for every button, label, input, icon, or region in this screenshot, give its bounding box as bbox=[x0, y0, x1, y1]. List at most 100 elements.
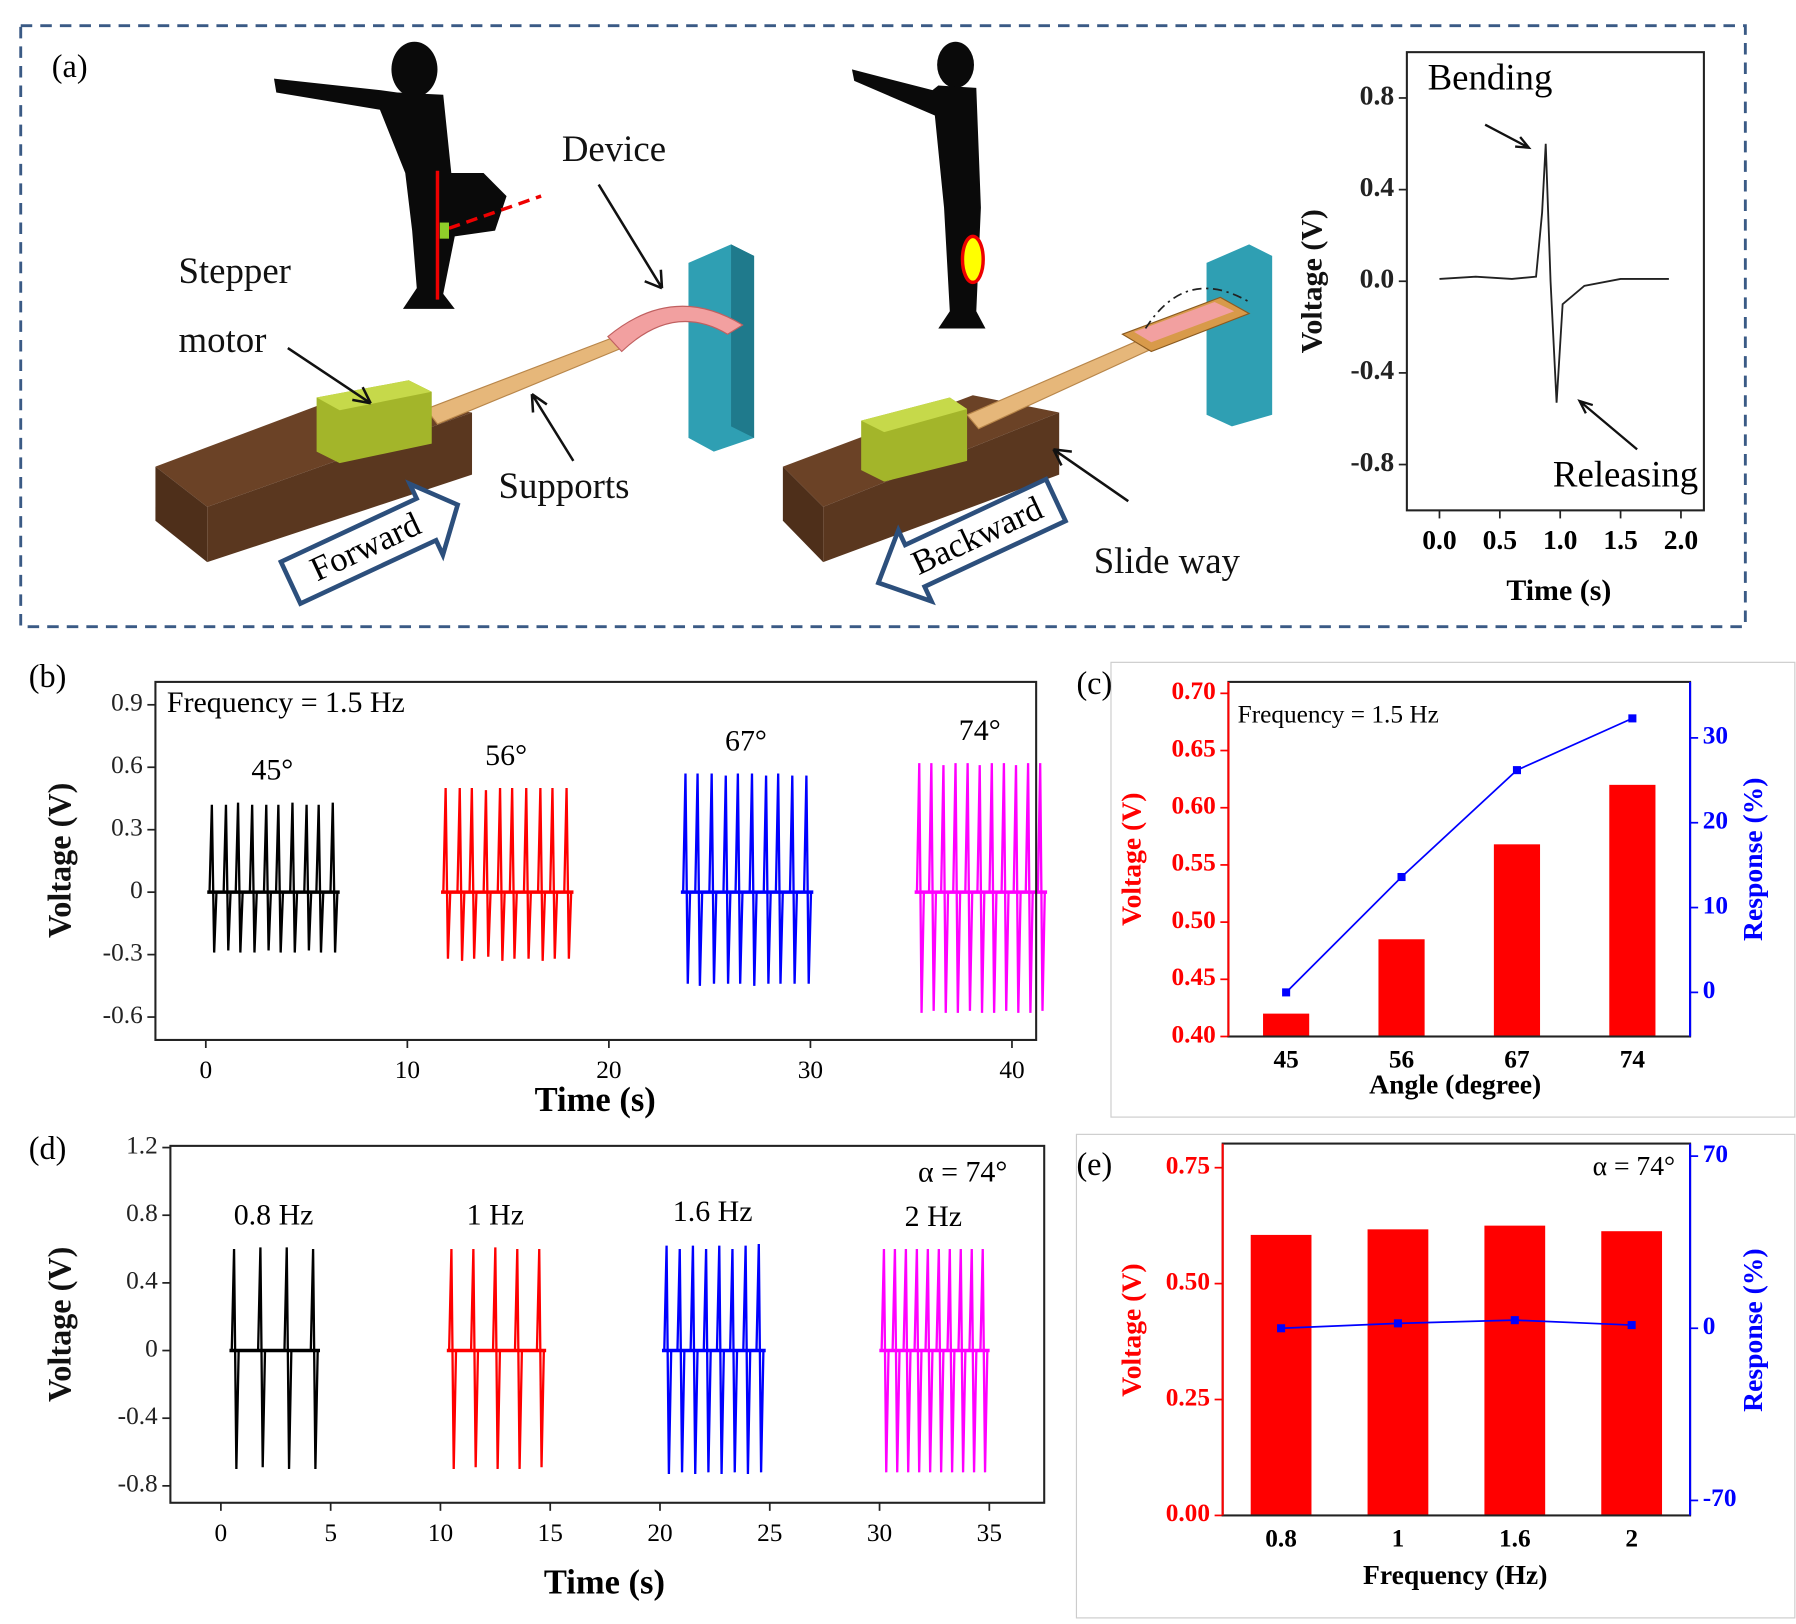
pulse bbox=[880, 1249, 890, 1473]
y-tick-label: 0.45 bbox=[1171, 963, 1215, 991]
x-tick-label: 56 bbox=[1389, 1046, 1414, 1074]
pulse bbox=[663, 1245, 673, 1475]
pulse bbox=[748, 773, 758, 986]
x-tick-label: 40 bbox=[999, 1056, 1024, 1084]
y2-tick-label: 0 bbox=[1703, 1312, 1716, 1340]
pulse bbox=[708, 773, 718, 984]
y-tick-label: 0.50 bbox=[1166, 1267, 1210, 1295]
y-tick-label: 0.50 bbox=[1171, 906, 1215, 934]
response-marker bbox=[1397, 872, 1406, 882]
panel-label: (a) bbox=[52, 48, 88, 84]
pulse bbox=[734, 773, 744, 984]
pulse bbox=[1012, 765, 1022, 1013]
y2-axis-label: Response (%) bbox=[1737, 777, 1768, 940]
pulse bbox=[262, 804, 273, 951]
apparatus-forward bbox=[155, 244, 755, 563]
bar bbox=[1367, 1229, 1429, 1516]
plot-frame bbox=[169, 1144, 1046, 1504]
device-spot bbox=[439, 222, 449, 239]
y-tick-label: 0.8 bbox=[126, 1199, 158, 1227]
annotation-arrow bbox=[1577, 399, 1638, 451]
y-tick-label: 0.9 bbox=[111, 689, 143, 717]
y-tick-label: 0.75 bbox=[1166, 1151, 1210, 1179]
x-tick-label: 5 bbox=[324, 1519, 337, 1547]
response-line bbox=[1281, 1319, 1632, 1330]
pulse bbox=[939, 765, 950, 1013]
y-tick-label: -0.8 bbox=[118, 1470, 158, 1498]
x-tick-label: 1.5 bbox=[1603, 524, 1638, 555]
pulse bbox=[952, 763, 962, 1013]
x-tick-label: 1.0 bbox=[1543, 524, 1578, 555]
bar bbox=[1263, 1013, 1310, 1037]
y-tick-label: 0.60 bbox=[1171, 792, 1215, 820]
pulse bbox=[230, 1249, 240, 1469]
x-tick-label: 1 bbox=[1392, 1525, 1405, 1553]
x-tick-label: 20 bbox=[596, 1056, 621, 1084]
x-tick-label: 10 bbox=[395, 1056, 420, 1084]
x-tick-label: 1.6 bbox=[1499, 1525, 1531, 1553]
squat-silhouette bbox=[274, 41, 507, 309]
pulse bbox=[915, 763, 926, 1013]
y-tick-label: 0.8 bbox=[1360, 79, 1395, 110]
response-marker bbox=[1282, 988, 1291, 997]
x-axis-label: Frequency (Hz) bbox=[1363, 1559, 1547, 1590]
device-spot bbox=[960, 234, 985, 285]
x-tick-label: 0 bbox=[199, 1056, 212, 1084]
x-axis-label: Time (s) bbox=[544, 1564, 665, 1602]
label-motor: motor bbox=[178, 319, 266, 360]
pulse bbox=[728, 1249, 739, 1473]
label-stepper: Stepper bbox=[178, 250, 291, 291]
response-line bbox=[1285, 717, 1633, 993]
response-marker bbox=[1277, 1324, 1286, 1333]
y-axis-label: Voltage (V) bbox=[1115, 1263, 1146, 1396]
y-tick-label: -0.8 bbox=[1350, 446, 1394, 477]
pulse bbox=[315, 804, 325, 953]
x-tick-label: 35 bbox=[977, 1519, 1002, 1547]
y-tick-label: 0.55 bbox=[1171, 849, 1215, 877]
response-marker bbox=[1393, 1319, 1402, 1328]
pulse bbox=[1024, 763, 1034, 1013]
group-label: 67° bbox=[725, 724, 767, 757]
x-tick-label: 10 bbox=[428, 1519, 453, 1547]
panel-label: (b) bbox=[29, 658, 67, 694]
y-tick-label: 0.3 bbox=[111, 814, 143, 842]
response-marker bbox=[1627, 1321, 1636, 1330]
panel-a-border bbox=[19, 24, 1747, 629]
pulse bbox=[762, 775, 772, 984]
y-tick-label: -0.4 bbox=[1350, 354, 1394, 385]
group-label: 2 Hz bbox=[905, 1200, 962, 1233]
pulse bbox=[1000, 763, 1010, 1011]
pulse bbox=[329, 802, 339, 953]
y2-tick-label: 20 bbox=[1703, 807, 1728, 835]
y-tick-label: -0.4 bbox=[118, 1402, 158, 1430]
annotation: Releasing bbox=[1553, 454, 1698, 495]
y-axis-label: Voltage (V) bbox=[42, 783, 78, 938]
pulse bbox=[976, 765, 986, 1013]
pulse bbox=[1036, 763, 1046, 1011]
label-device: Device bbox=[562, 128, 666, 169]
pulse bbox=[802, 775, 813, 984]
pulse bbox=[535, 1249, 545, 1468]
bar bbox=[1601, 1231, 1663, 1516]
annotation: Frequency = 1.5 Hz bbox=[167, 686, 405, 719]
pulse bbox=[682, 773, 692, 984]
pulse bbox=[234, 802, 244, 953]
label-supports: Supports bbox=[499, 465, 630, 506]
annotation: α = 74° bbox=[918, 1156, 1007, 1189]
y-tick-label: 0.00 bbox=[1166, 1499, 1210, 1527]
pulse bbox=[788, 775, 799, 984]
plot-frame bbox=[1405, 51, 1705, 512]
bar bbox=[1493, 844, 1541, 1037]
x-tick-label: 30 bbox=[798, 1056, 823, 1084]
pulse bbox=[442, 788, 452, 959]
response-marker bbox=[1510, 1316, 1519, 1325]
y2-tick-label: 10 bbox=[1703, 891, 1728, 919]
pointer-arrows bbox=[287, 183, 1129, 503]
annotation: α = 74° bbox=[1593, 1150, 1676, 1181]
x-tick-label: 2 bbox=[1625, 1525, 1638, 1553]
pulse bbox=[274, 804, 285, 953]
response-marker bbox=[1628, 714, 1637, 723]
pulse bbox=[468, 788, 478, 959]
guide-line bbox=[448, 194, 542, 230]
